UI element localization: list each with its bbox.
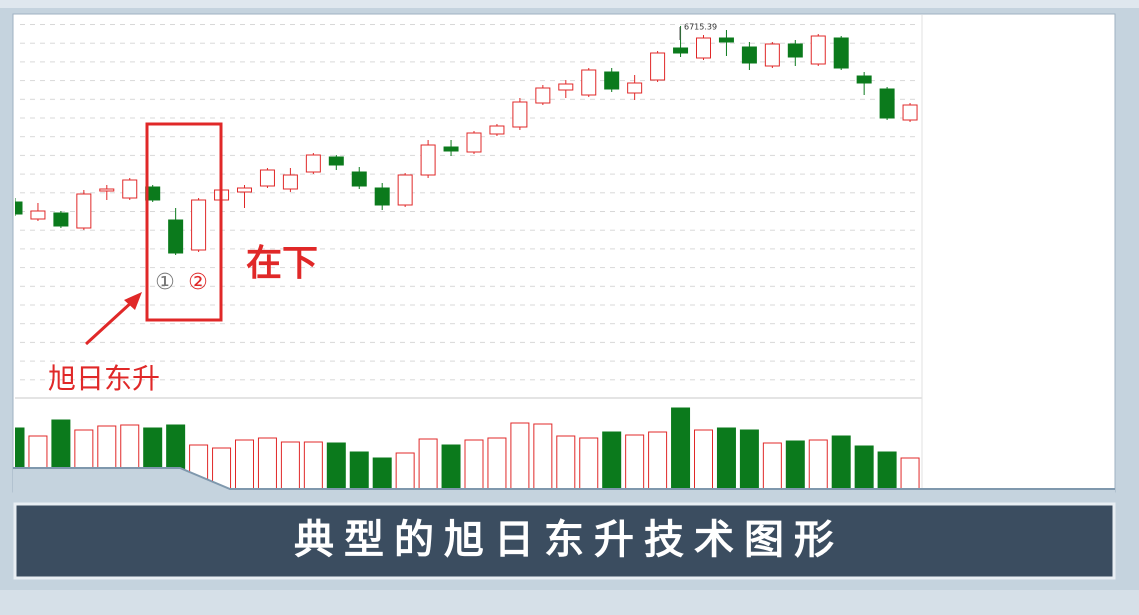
volume-bar: [831, 435, 851, 490]
peak-label: 6715.39: [684, 23, 717, 32]
arrow-head: [124, 292, 142, 310]
chart-title: 典型的旭日东升技术图形: [294, 517, 844, 563]
candle-body: [305, 154, 321, 173]
candle-body: [53, 212, 69, 227]
volume-bar: [556, 435, 576, 490]
candle-body: [420, 144, 436, 176]
candle-body: [810, 35, 826, 65]
candle-body: [696, 37, 711, 59]
frame-edge: [13, 468, 1115, 494]
candle-body: [328, 156, 344, 166]
volume-bar: [808, 439, 828, 490]
candle-body: [833, 37, 849, 69]
volume-bar: [464, 439, 484, 490]
volume-bar: [510, 422, 530, 490]
bottom-bar: [0, 590, 1139, 615]
candle-body: [764, 43, 780, 67]
candle-body: [512, 101, 528, 128]
volume-bar: [533, 423, 553, 490]
volume-bar: [441, 444, 461, 490]
candle-body: [489, 125, 505, 135]
candle-body: [443, 146, 459, 152]
volume-bar: [877, 451, 897, 490]
volume-bar: [257, 437, 277, 490]
volume-bar: [15, 427, 25, 490]
candle-body: [168, 219, 184, 254]
candle-body: [259, 169, 275, 187]
volume-bar: [487, 437, 507, 490]
highlight-box: [145, 122, 223, 322]
candle-body: [191, 199, 207, 251]
grid: [15, 18, 920, 395]
pattern-name: 旭日东升: [48, 362, 160, 395]
plot: [15, 25, 920, 490]
candle-body: [558, 83, 574, 91]
volume-bar: [648, 431, 668, 490]
volume-bar: [762, 442, 782, 490]
title-banner: [13, 502, 1116, 580]
candle-body: [856, 75, 872, 84]
volume-bar: [303, 441, 323, 490]
candle-body: [902, 104, 918, 121]
candle-body: [718, 37, 734, 43]
candle-body: [99, 188, 115, 192]
volume-bar: [372, 457, 392, 490]
candle-body: [581, 69, 597, 96]
candle-body: [15, 201, 23, 215]
candle-body: [237, 187, 252, 193]
volume-bar: [280, 441, 300, 490]
volume-bar: [785, 440, 805, 490]
volume-bar: [854, 445, 874, 490]
volume-bar: [418, 438, 438, 490]
candle-body: [30, 210, 46, 220]
volume-bar: [716, 427, 736, 490]
candle-body: [604, 71, 620, 90]
candle-body: [627, 82, 643, 94]
candle-body: [673, 47, 689, 54]
volume-bar: [625, 434, 645, 490]
top-bar: [0, 0, 1139, 8]
candle-body: [879, 88, 895, 119]
volume-bar: [212, 447, 232, 490]
candle-body: [397, 174, 413, 206]
candle-body: [741, 46, 757, 64]
volume-bar: [739, 429, 759, 490]
candle-body: [466, 132, 482, 153]
candle-body: [535, 87, 551, 104]
position-note: 在下: [246, 243, 318, 284]
candle-body: [374, 187, 390, 206]
volume-bar: [900, 457, 920, 490]
candle-body: [650, 52, 666, 81]
marker-2: ②: [188, 270, 208, 295]
volume-bar: [579, 437, 599, 490]
volume-bar: [349, 451, 369, 490]
marker-1: ①: [155, 270, 175, 295]
volume-bar: [235, 439, 254, 490]
candle-body: [76, 193, 92, 229]
volume-bar: [395, 452, 415, 490]
volume-bar: [326, 442, 346, 490]
candle-body: [282, 174, 298, 190]
volume-bar: [671, 407, 691, 490]
frame-line: [13, 467, 1115, 490]
volume-bar: [694, 429, 713, 490]
volume-bar: [602, 431, 622, 490]
candle-body: [787, 43, 803, 58]
candle-body: [122, 179, 138, 199]
arrow-shaft: [84, 299, 135, 346]
candle-body: [351, 171, 367, 187]
